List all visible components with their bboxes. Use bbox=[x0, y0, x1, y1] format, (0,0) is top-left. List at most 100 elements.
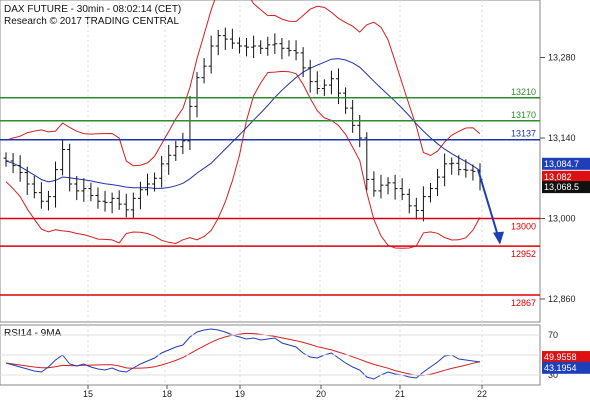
candle bbox=[109, 192, 115, 214]
candle bbox=[201, 58, 207, 84]
candle bbox=[95, 187, 101, 209]
candle bbox=[392, 174, 398, 200]
candle bbox=[53, 161, 59, 208]
time-tick-label: 18 bbox=[162, 389, 172, 399]
candle bbox=[251, 35, 257, 59]
candle bbox=[442, 153, 448, 187]
svg-text:13,082: 13,082 bbox=[544, 172, 572, 182]
candle bbox=[159, 155, 165, 188]
candle bbox=[31, 175, 37, 199]
candle bbox=[67, 143, 73, 192]
price-axis: 13,280 13,140 13,000 12,860 bbox=[540, 53, 576, 304]
rsi-ma-line bbox=[5, 332, 481, 376]
candle bbox=[236, 37, 242, 54]
rsi-axis: 705030 bbox=[0, 330, 558, 380]
chart-title-line2: Research © 2017 TRADING CENTRAL bbox=[4, 16, 179, 27]
price-tick-label: 12,860 bbox=[548, 294, 576, 304]
candle bbox=[194, 71, 200, 118]
candle bbox=[102, 190, 108, 212]
bollinger-bands bbox=[5, 0, 481, 249]
level-label-13137: 13137 bbox=[511, 129, 536, 139]
rsi-badge: 43.1954 bbox=[542, 361, 590, 374]
time-tick-label: 22 bbox=[477, 389, 487, 399]
arrow-shaft bbox=[477, 169, 501, 243]
candle bbox=[456, 155, 462, 176]
candle bbox=[449, 157, 455, 175]
svg-text:49.9558: 49.9558 bbox=[544, 352, 577, 362]
candle bbox=[378, 174, 384, 199]
level-label-13000: 13000 bbox=[511, 222, 536, 232]
candle bbox=[463, 159, 469, 178]
price-tick-label: 13,140 bbox=[548, 133, 576, 143]
time-tick-label: 19 bbox=[235, 389, 245, 399]
candle bbox=[343, 87, 349, 114]
candle bbox=[328, 70, 334, 95]
candle bbox=[293, 40, 299, 61]
candle bbox=[166, 144, 172, 175]
upper-band bbox=[5, 0, 481, 167]
price-badge: 13,068.5 bbox=[542, 181, 590, 194]
svg-text:13,084.7: 13,084.7 bbox=[544, 159, 579, 169]
candle bbox=[130, 192, 136, 220]
candle bbox=[38, 182, 44, 209]
candle bbox=[116, 190, 122, 210]
price-tick-label: 13,000 bbox=[548, 214, 576, 224]
rsi-title: RSI14 - 9MA bbox=[4, 328, 62, 339]
candle bbox=[45, 190, 51, 211]
candle bbox=[24, 166, 30, 195]
time-tick-label: 20 bbox=[316, 389, 326, 399]
candle bbox=[399, 178, 405, 201]
time-tick-label: 21 bbox=[395, 389, 405, 399]
level-label-13210: 13210 bbox=[511, 87, 536, 97]
candle bbox=[187, 96, 193, 151]
candle bbox=[173, 140, 179, 161]
candle bbox=[17, 155, 23, 182]
candle bbox=[314, 71, 320, 95]
candle bbox=[74, 175, 80, 201]
candle bbox=[307, 59, 313, 93]
candle bbox=[371, 171, 377, 197]
price-levels: 13210 13170 13137 13000 12952 12867 bbox=[0, 87, 540, 308]
vertical-grid bbox=[87, 0, 483, 385]
level-label-12867: 12867 bbox=[511, 298, 536, 308]
level-label-12952: 12952 bbox=[511, 249, 536, 259]
lower-band bbox=[5, 70, 481, 249]
arrow-head bbox=[493, 231, 504, 245]
candle bbox=[385, 177, 391, 195]
candle bbox=[208, 35, 214, 74]
svg-text:13,068.5: 13,068.5 bbox=[544, 182, 579, 192]
candle bbox=[435, 169, 441, 197]
moving-average bbox=[5, 58, 481, 189]
candle bbox=[229, 28, 235, 49]
price-badge: 13,082 bbox=[542, 170, 590, 183]
candle bbox=[272, 33, 278, 55]
candle bbox=[286, 40, 292, 57]
candle bbox=[81, 178, 87, 202]
candle bbox=[88, 182, 94, 202]
candle bbox=[406, 188, 412, 214]
candle bbox=[258, 40, 264, 55]
candle bbox=[180, 132, 186, 155]
candle bbox=[60, 139, 66, 176]
candle bbox=[350, 100, 356, 133]
chart-title-line1: DAX FUTURE - 30min - 08:02:14 (CET) bbox=[4, 4, 181, 15]
candles bbox=[3, 27, 483, 222]
price-tick-label: 13,280 bbox=[548, 53, 576, 63]
candle bbox=[470, 164, 476, 181]
candle bbox=[123, 193, 129, 218]
candle bbox=[364, 132, 370, 191]
candle bbox=[321, 79, 327, 97]
rsi-badge: 49.9558 bbox=[542, 351, 590, 364]
candle bbox=[427, 182, 433, 203]
candle bbox=[265, 36, 271, 56]
candle bbox=[137, 181, 143, 210]
candle bbox=[222, 27, 228, 51]
rsi-tick-label: 30 bbox=[548, 370, 558, 380]
candle bbox=[420, 186, 426, 222]
price-badge: 13,084.7 bbox=[542, 157, 590, 170]
candle bbox=[413, 197, 419, 220]
candle bbox=[215, 29, 221, 56]
